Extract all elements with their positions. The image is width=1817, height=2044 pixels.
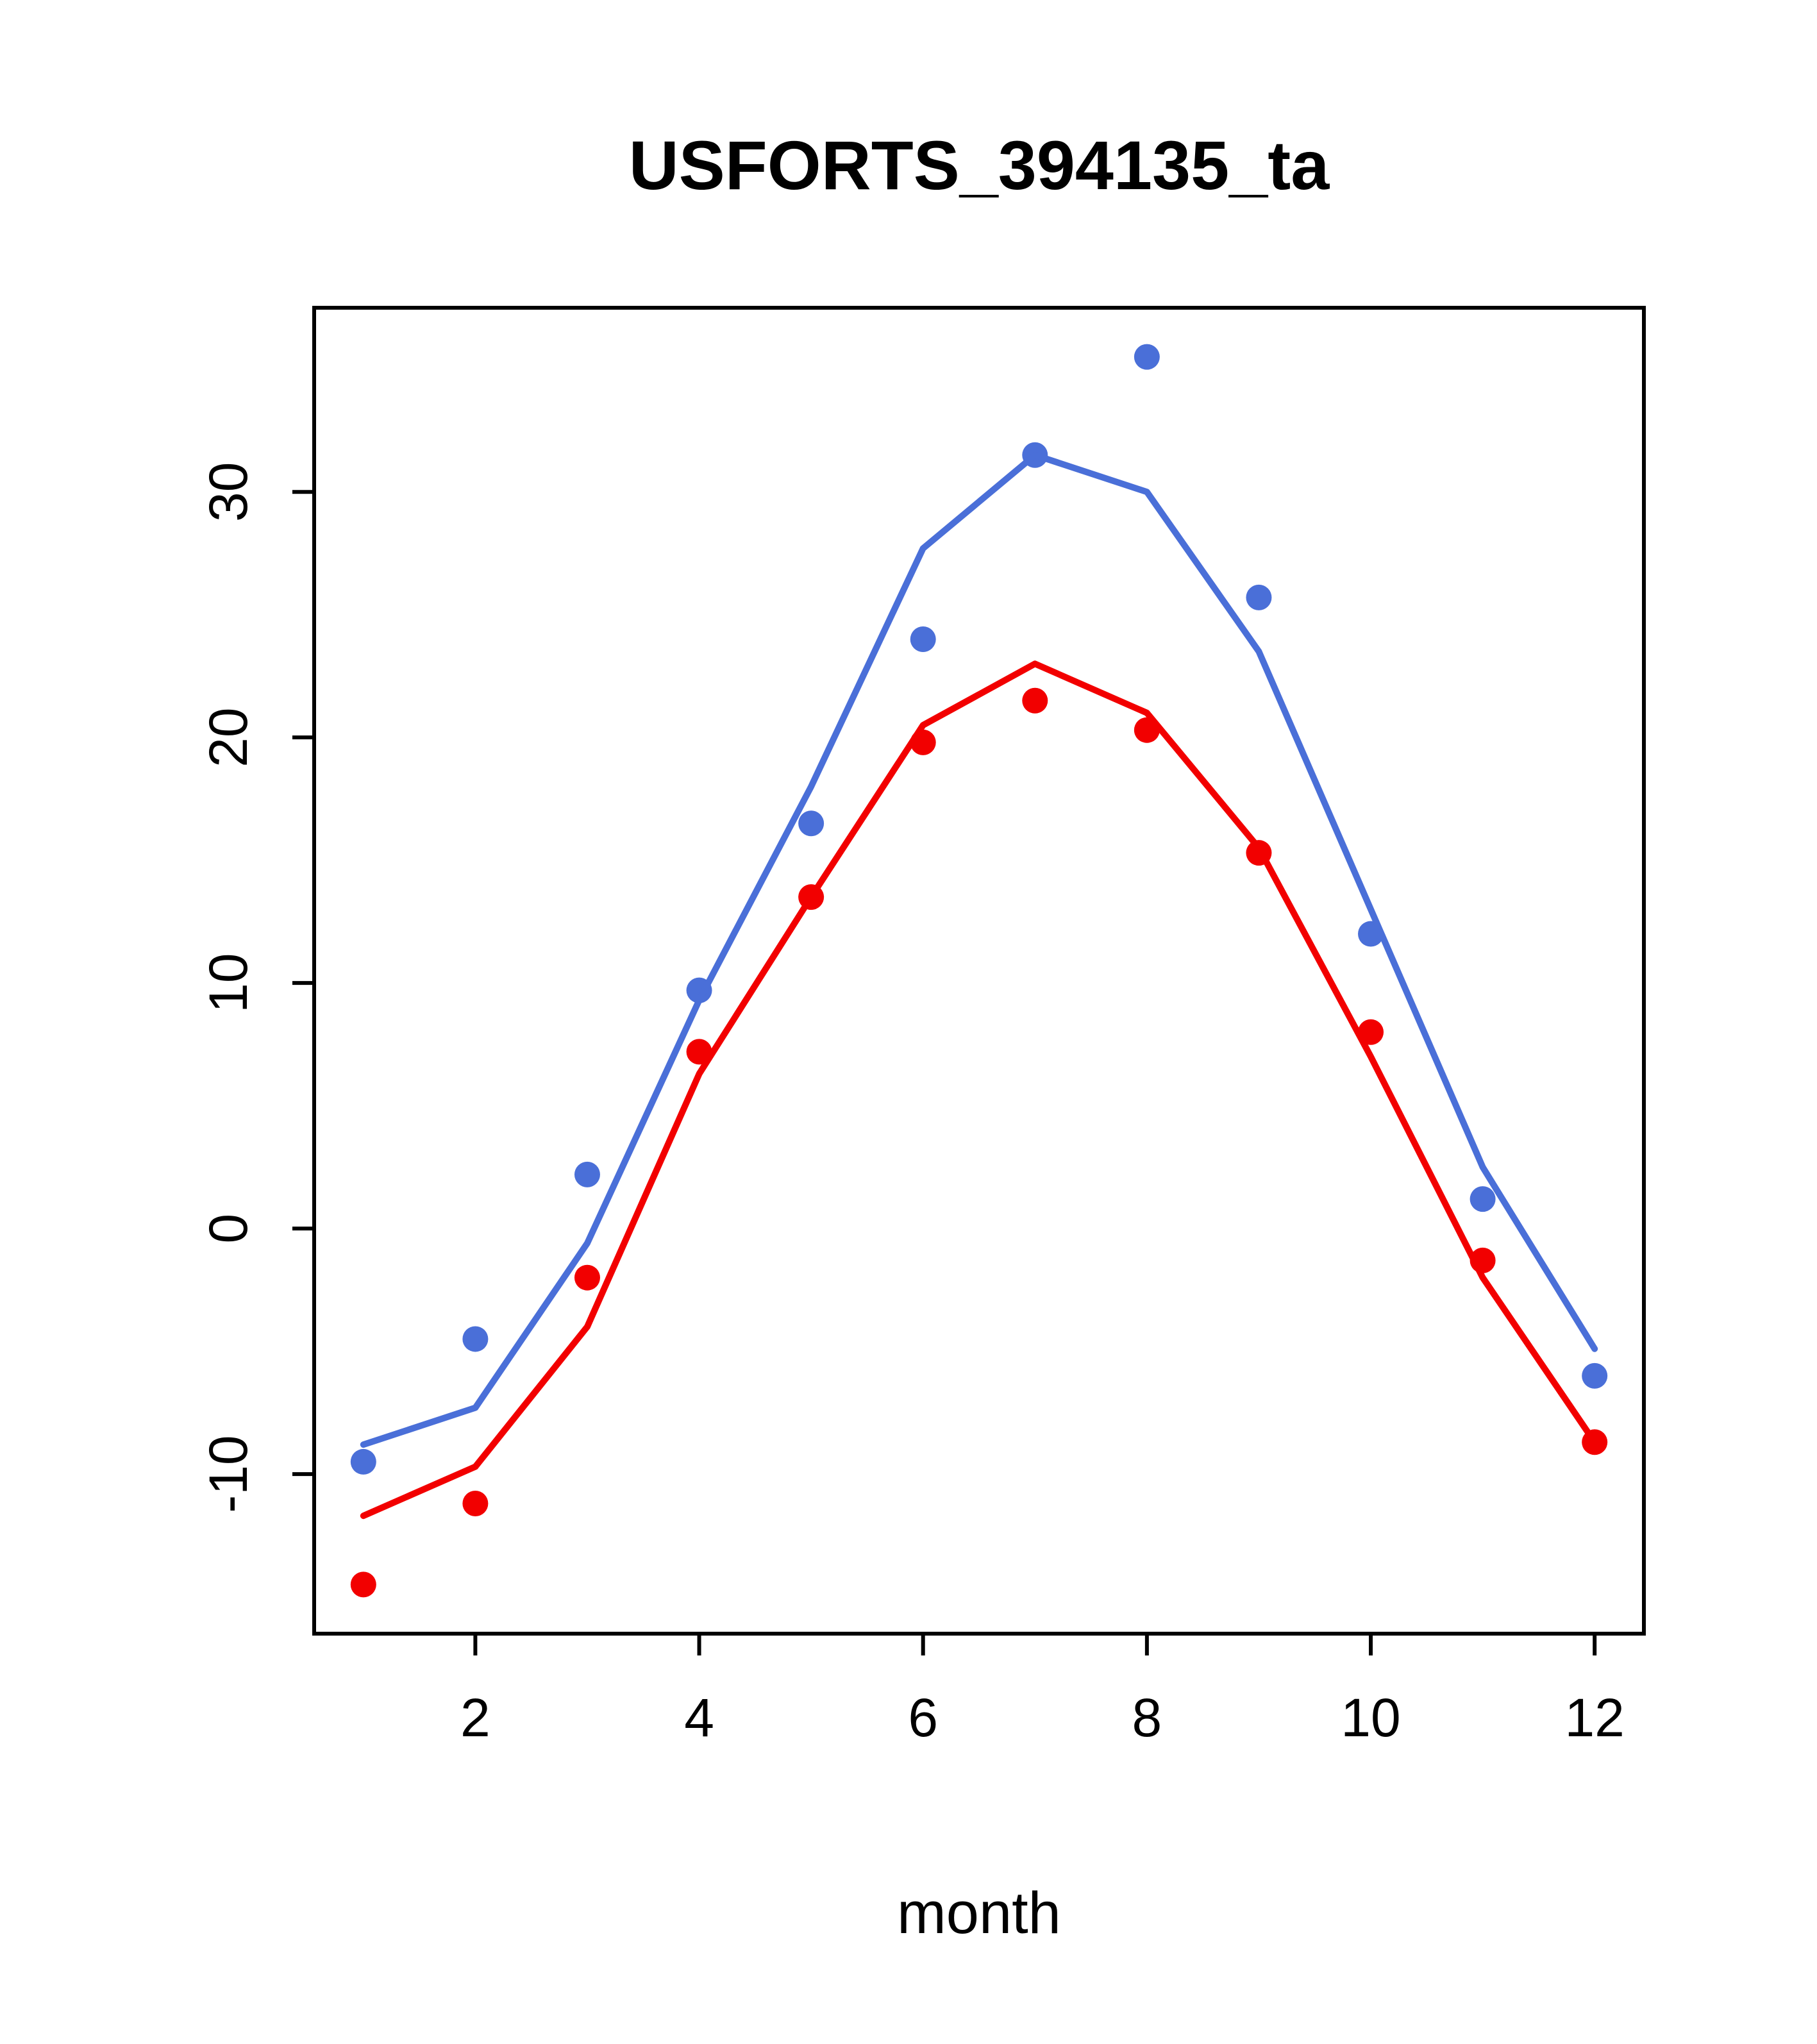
blue-points-marker (350, 1448, 376, 1475)
y-tick-label: -10 (198, 1435, 258, 1512)
plot-box (312, 306, 1646, 1636)
red-points-marker (1022, 687, 1048, 714)
y-tick-label: 20 (198, 707, 258, 767)
blue-points-marker (1582, 1362, 1608, 1389)
blue-points-marker (574, 1161, 600, 1187)
y-tick-label: 30 (198, 462, 258, 522)
red-points-marker (574, 1264, 600, 1291)
chart-title: USFORTS_394135_ta (629, 126, 1330, 204)
blue-line (360, 451, 1598, 1448)
blue-points-marker (1470, 1186, 1496, 1212)
x-tick-label: 4 (684, 1688, 714, 1748)
blue-points-marker (462, 1326, 489, 1352)
plot-area: 2 4 6 8 10 12 -10 0 10 20 30 (198, 306, 1646, 1748)
red-points-marker (350, 1571, 376, 1598)
blue-points-marker (1246, 584, 1272, 610)
blue-points-marker (798, 810, 825, 837)
x-tick-label: 8 (1132, 1688, 1162, 1748)
x-tick-label: 12 (1564, 1688, 1624, 1748)
x-tick-label: 2 (460, 1688, 490, 1748)
blue-points-marker (910, 626, 936, 652)
x-tick-label: 6 (908, 1688, 938, 1748)
x-tick-label: 10 (1341, 1688, 1400, 1748)
red-points-marker (462, 1491, 489, 1517)
y-tick-label: 0 (198, 1214, 258, 1244)
y-tick-label: 10 (198, 953, 258, 1012)
blue-points-marker (1134, 344, 1160, 370)
x-axis-label: month (897, 1881, 1061, 1946)
red-line (360, 660, 1598, 1520)
